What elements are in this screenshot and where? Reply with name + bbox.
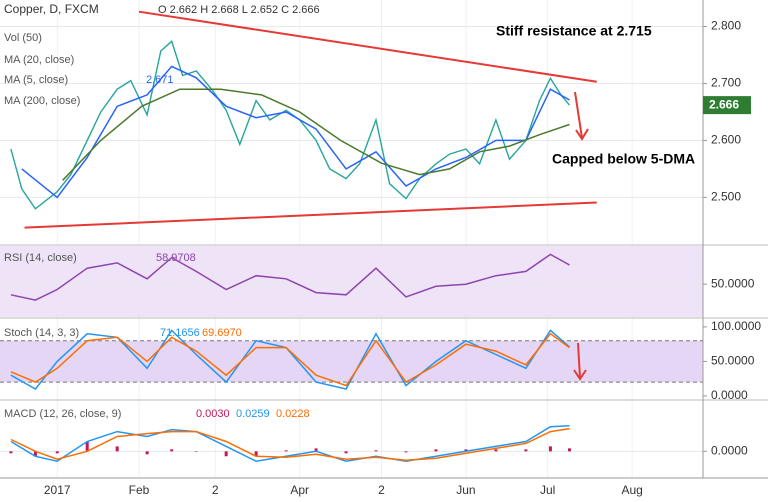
readout: 0.0228 [276, 408, 310, 420]
y-tick-label: 2.500 [711, 190, 741, 204]
x-tick-label: Aug [621, 483, 642, 497]
annotation: Capped below 5-DMA [552, 151, 695, 167]
series-line [10, 424, 570, 463]
histogram-bar [33, 451, 37, 457]
series-line [62, 88, 570, 181]
readout: 69.6970 [202, 327, 242, 339]
arrow [573, 342, 587, 381]
readout: 71.1656 [160, 327, 200, 339]
histogram-bar [224, 451, 228, 457]
indicator: MA (200, close) [4, 95, 80, 107]
histogram-bar [404, 451, 408, 453]
y-tick-label: 50.0000 [711, 354, 755, 368]
histogram-bar [567, 448, 571, 452]
series-line [10, 253, 570, 301]
y-tick-label: 0.0000 [711, 444, 748, 458]
panel-title: Stoch (14, 3, 3) [4, 327, 79, 339]
histogram-bar [55, 451, 59, 454]
y-tick-label: 0.0000 [711, 388, 748, 402]
histogram-bar [85, 441, 89, 452]
indicator-value: 2.671 [146, 74, 174, 86]
readout: 58.9708 [156, 252, 196, 264]
arrow [574, 91, 589, 141]
x-tick-label: Apr [290, 483, 309, 497]
histogram-bar [374, 450, 378, 452]
histogram-bar [9, 451, 13, 454]
histogram-bar [170, 449, 174, 452]
ohlc: O 2.662 H 2.668 L 2.652 C 2.666 [158, 4, 320, 16]
histogram-bar [194, 451, 198, 452]
histogram-bar [524, 449, 528, 452]
annotation: Stiff resistance at 2.715 [496, 23, 652, 39]
x-tick-label: Jun [456, 483, 475, 497]
x-tick-label: Feb [129, 483, 150, 497]
indicator: MA (5, close) [4, 74, 68, 86]
y-tick-label: 2.700 [711, 76, 741, 90]
series-line [21, 65, 570, 199]
indicator: MA (20, close) [4, 54, 74, 66]
panel-title: MACD (12, 26, close, 9) [4, 408, 121, 420]
indicator: Vol (50) [4, 32, 42, 44]
histogram-bar [115, 446, 119, 452]
histogram-bar [344, 451, 348, 454]
price-box [703, 96, 751, 115]
y-tick-label: 2.800 [711, 19, 741, 33]
x-tick-label: Jul [540, 483, 555, 497]
trendline [24, 201, 597, 229]
readout: 0.0259 [236, 408, 270, 420]
histogram-bar [314, 448, 318, 452]
y-tick-label: 100.0000 [711, 319, 761, 333]
x-tick-label: 2 [378, 483, 385, 497]
histogram-bar [548, 446, 552, 452]
panel-title: RSI (14, close) [4, 252, 77, 264]
price-label: 2.666 [709, 97, 739, 111]
histogram-bar [254, 451, 258, 457]
histogram-bar [494, 449, 498, 452]
band [0, 246, 703, 317]
histogram-bar [464, 449, 468, 452]
y-tick-label: 2.600 [711, 133, 741, 147]
chart-title: Copper, D, FXCM [4, 2, 99, 16]
series-line [10, 332, 570, 387]
readout: 0.0030 [196, 408, 230, 420]
x-tick-label: 2017 [44, 483, 71, 497]
histogram-bar [284, 450, 288, 452]
plot [0, 0, 768, 478]
band [0, 340, 703, 383]
trendline [138, 10, 597, 83]
series-line [10, 427, 570, 461]
y-tick-label: 50.0000 [711, 276, 755, 290]
histogram-bar [145, 451, 149, 455]
histogram-bar [434, 449, 438, 452]
x-tick-label: 2 [212, 483, 219, 497]
